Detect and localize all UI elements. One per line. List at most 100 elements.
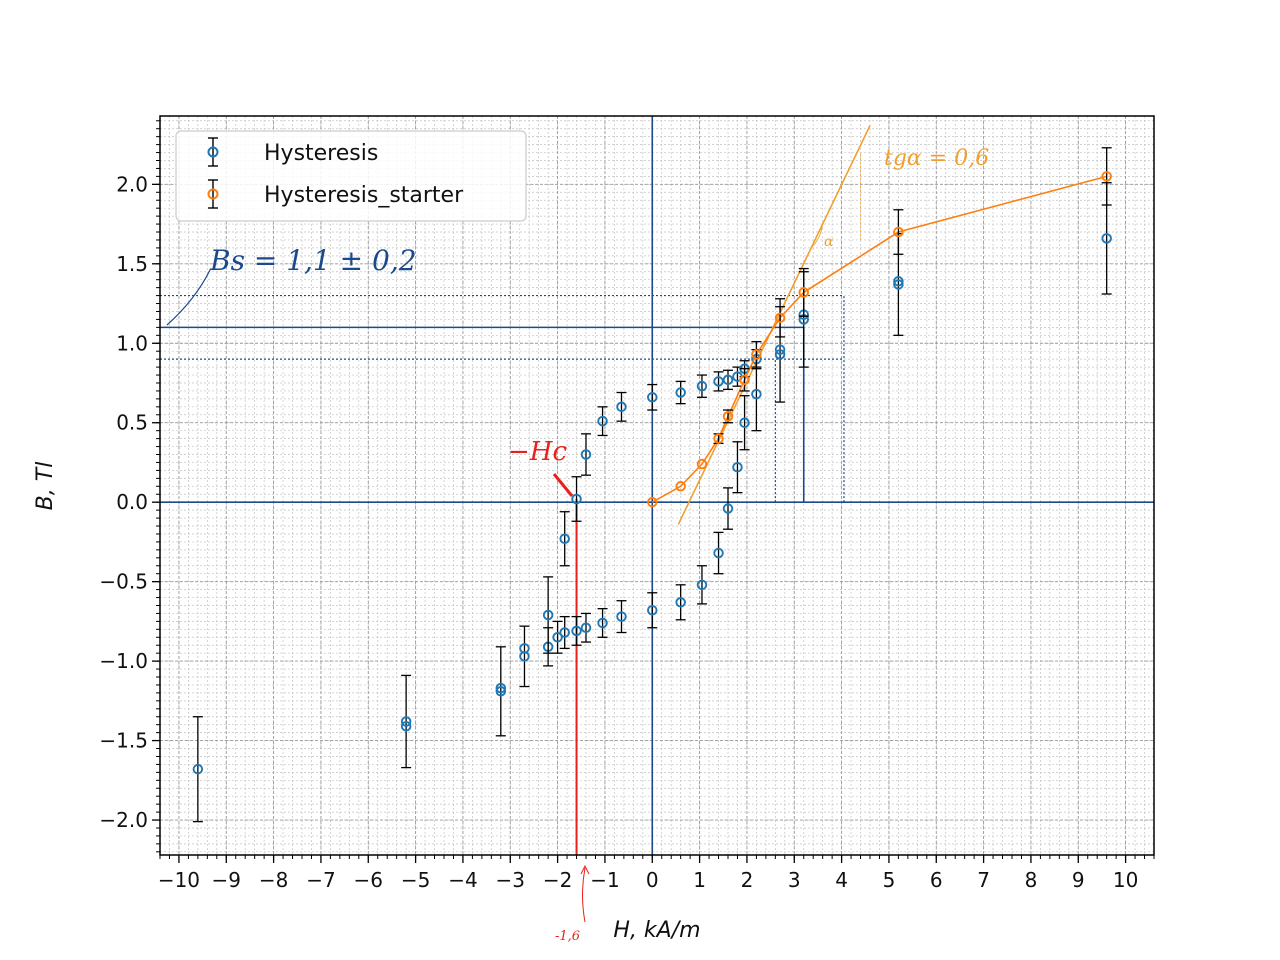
data-point: [774, 312, 786, 324]
alpha-annotation: α: [824, 234, 834, 250]
plot-frame: [159, 115, 1155, 856]
error-bar: [559, 511, 570, 567]
error-bar: [675, 584, 686, 621]
error-bar: [559, 615, 570, 650]
x-tick-label: −8: [259, 868, 288, 892]
x-tick-label: 8: [1025, 868, 1038, 892]
data-point: [696, 458, 708, 470]
y-tick-label: 0.5: [116, 411, 148, 435]
legend-label-hysteresis-starter: Hysteresis_starter: [264, 183, 464, 208]
data-point: [192, 763, 204, 775]
y-tick-label: 1.0: [116, 331, 148, 355]
hc-axis-arrow: [580, 864, 590, 923]
data-point: [559, 533, 570, 544]
data-point: [542, 609, 554, 621]
error-bar: [739, 395, 750, 451]
x-tick-label: −7: [306, 868, 335, 892]
data-point: [722, 374, 734, 386]
error-bar: [571, 476, 582, 522]
data-point: [400, 721, 412, 732]
y-axis-title: B, Tl: [33, 462, 58, 511]
x-tick-label: 5: [883, 868, 896, 892]
error-bar: [192, 716, 203, 823]
data-point: [559, 627, 570, 638]
data-point: [1101, 233, 1112, 244]
error-bar: [696, 374, 707, 398]
legend-marker-hysteresis-starter: [207, 179, 219, 209]
error-bar: [696, 565, 707, 605]
data-point: [893, 226, 904, 238]
data-point: [571, 625, 582, 637]
x-tick-label: −9: [212, 868, 241, 892]
data-point: [722, 503, 734, 514]
x-tick-label: −2: [543, 868, 572, 892]
data-point: [675, 387, 686, 398]
tangent-annotation: tgα = 0,6: [884, 146, 989, 171]
x-tick-label: 10: [1113, 868, 1138, 892]
y-tick-label: −0.5: [99, 570, 148, 594]
data-point: [751, 388, 762, 400]
data-point: [893, 276, 904, 287]
error-bar: [495, 646, 506, 737]
tangent-line: [677, 125, 871, 525]
x-tick-label: 2: [741, 868, 754, 892]
data-point: [495, 686, 507, 697]
error-bar: [616, 600, 627, 634]
ticks: [152, 120, 1155, 863]
data-series: [192, 147, 1112, 823]
data-point: [713, 376, 724, 387]
x-tick-label: 4: [835, 868, 848, 892]
legend-label-hysteresis: Hysteresis: [264, 141, 378, 166]
error-bar: [571, 615, 582, 646]
error-bar: [798, 267, 809, 317]
data-point: [495, 682, 507, 694]
error-bar: [597, 608, 608, 638]
data-point: [647, 605, 658, 616]
grid: [160, 116, 1154, 855]
data-point: [616, 611, 627, 622]
data-point: [580, 449, 592, 460]
data-point: [722, 411, 734, 422]
x-tick-label: −1: [590, 868, 619, 892]
hc-axis-annotation: -1,6: [555, 929, 580, 944]
tick-labels: −10 −9 −8 −7 −6 −5 −4 −3 −2 −1 0 1 2 3 4 5 6 7 8 9 10−2.0−1.…: [99, 172, 1138, 892]
error-bar: [732, 441, 743, 494]
legend-marker-hysteresis: [207, 137, 219, 167]
legend-frame: [175, 130, 527, 222]
x-axis-title: H, kA/m: [613, 918, 700, 943]
error-bar: [552, 620, 563, 654]
x-tick-label: 9: [1072, 868, 1085, 892]
data-point: [616, 401, 627, 413]
error-bar: [581, 612, 591, 643]
x-tick-label: 6: [930, 868, 943, 892]
data-point: [696, 579, 708, 591]
y-tick-label: −1.5: [99, 729, 148, 753]
error-bar: [723, 487, 733, 530]
series-hysteresis-starter: [647, 147, 1112, 508]
data-point: [597, 617, 608, 629]
data-point: [713, 547, 724, 559]
x-tick-label: −6: [354, 868, 383, 892]
data-point: [571, 493, 582, 505]
data-point: [739, 417, 750, 428]
data-point: [647, 496, 658, 508]
y-tick-label: −2.0: [99, 808, 148, 832]
error-bar: [893, 209, 904, 255]
x-tick-label: 0: [646, 868, 659, 892]
data-point: [400, 716, 412, 727]
handwritten-annotations: Bs = 1,1 ± 0,2 −Hc -1,6 tgα = 0,6 α: [166, 146, 989, 944]
data-point: [696, 380, 708, 392]
data-point: [580, 622, 592, 633]
data-point: [893, 279, 904, 290]
data-point: [519, 643, 530, 654]
error-bar: [713, 371, 724, 392]
y-tick-label: −1.0: [99, 649, 148, 673]
alpha-arc: [810, 224, 824, 249]
data-point: [739, 374, 750, 386]
x-tick-label: −10: [158, 868, 200, 892]
y-tick-label: 1.5: [116, 252, 148, 276]
hc-pointer-stroke: [552, 473, 574, 497]
x-tick-label: 1: [693, 868, 706, 892]
error-bar: [616, 391, 627, 422]
